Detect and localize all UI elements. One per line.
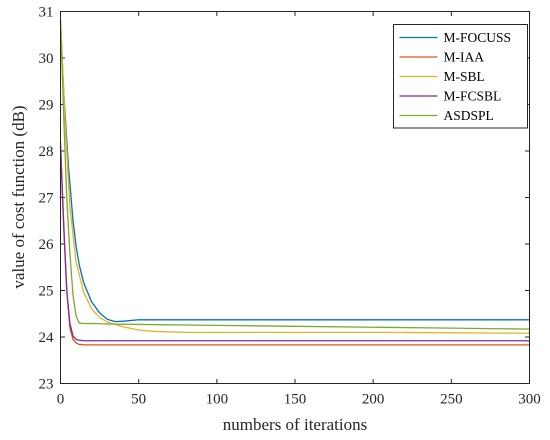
plot-area-frame xyxy=(60,11,530,384)
series-line-m-focuss xyxy=(59,20,531,323)
series-line-m-iaa xyxy=(59,141,531,346)
y-tick-label: 31 xyxy=(39,5,54,21)
x-tick-label: 250 xyxy=(440,392,463,408)
y-tick-label: 30 xyxy=(39,51,54,67)
legend-label-asdspl: ASDSPL xyxy=(444,108,494,123)
legend-label-m-fcsbl: M-FCSBL xyxy=(444,89,502,104)
x-axis-title: numbers of iterations xyxy=(223,415,367,434)
y-tick-label: 25 xyxy=(39,284,54,300)
x-tick-label: 300 xyxy=(518,392,541,408)
series-line-m-sbl xyxy=(59,20,531,334)
x-tick-label: 200 xyxy=(362,392,385,408)
x-tick-label: 0 xyxy=(57,392,65,408)
y-tick-label: 27 xyxy=(39,191,55,207)
x-tick-label: 50 xyxy=(131,392,146,408)
y-tick-label: 23 xyxy=(39,377,54,393)
series-line-asdspl xyxy=(59,20,531,330)
legend-label-m-sbl: M-SBL xyxy=(444,69,485,84)
x-tick-label: 150 xyxy=(284,392,307,408)
y-tick-label: 24 xyxy=(39,330,55,346)
legend: M-FOCUSS M-IAA M-SBL M-FCSBL ASDSPL xyxy=(393,24,528,129)
y-tick-label: 26 xyxy=(39,237,55,253)
series-line-m-fcsbl xyxy=(59,145,531,342)
y-tick-label: 29 xyxy=(39,98,54,114)
y-axis-title: value of cost function (dB) xyxy=(9,105,28,288)
legend-label-m-focuss: M-FOCUSS xyxy=(444,30,512,45)
y-tick-label: 28 xyxy=(39,144,54,160)
legend-label-m-iaa: M-IAA xyxy=(444,50,485,65)
x-tick-label: 100 xyxy=(206,392,229,408)
